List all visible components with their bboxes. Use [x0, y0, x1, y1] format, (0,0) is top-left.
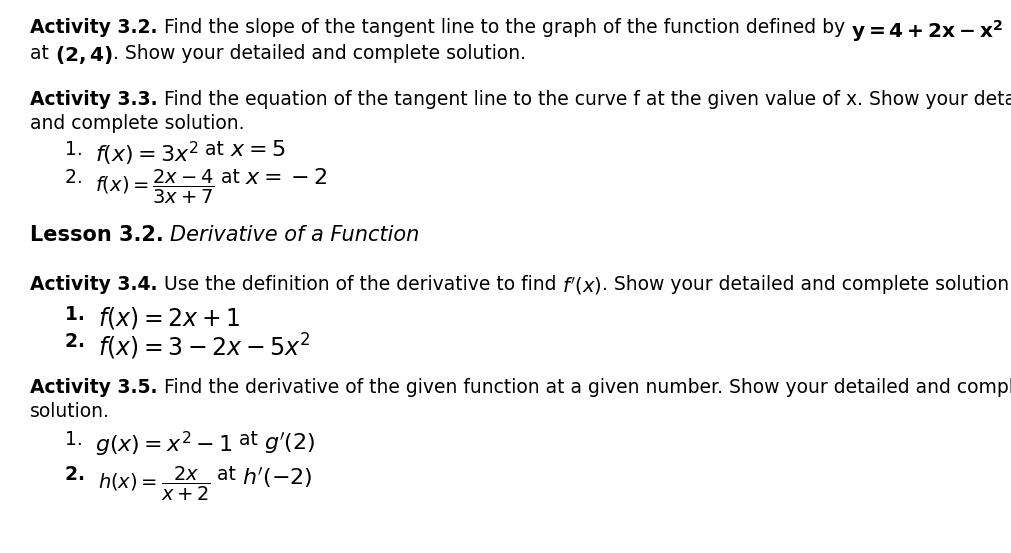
Text: . Show your detailed and complete solution.: . Show your detailed and complete soluti… [113, 44, 526, 63]
Text: Activity 3.5.: Activity 3.5. [30, 378, 158, 397]
Text: 1.: 1. [65, 140, 95, 159]
Text: Find the equation of the tangent line to the curve f at the given value of x. Sh: Find the equation of the tangent line to… [158, 90, 1011, 109]
Text: Lesson 3.2.: Lesson 3.2. [30, 225, 164, 245]
Text: $x = -2$: $x = -2$ [246, 168, 328, 188]
Text: Activity 3.2.: Activity 3.2. [30, 18, 158, 37]
Text: at: at [233, 430, 264, 449]
Text: $g(x) = x^2 - 1$: $g(x) = x^2 - 1$ [95, 430, 233, 459]
Text: $f(x) = 3x^2$: $f(x) = 3x^2$ [95, 140, 199, 168]
Text: 1.: 1. [65, 430, 95, 449]
Text: $\mathbf{y = 4 + 2x - x^2}$: $\mathbf{y = 4 + 2x - x^2}$ [850, 18, 1002, 44]
Text: . Show your detailed and complete solution.: . Show your detailed and complete soluti… [602, 275, 1011, 294]
Text: Activity 3.3.: Activity 3.3. [30, 90, 158, 109]
Text: $x = 5$: $x = 5$ [229, 140, 285, 160]
Text: Find the slope of the tangent line to the graph of the function defined by: Find the slope of the tangent line to th… [158, 18, 850, 37]
Text: at: at [30, 44, 55, 63]
Text: Activity 3.4.: Activity 3.4. [30, 275, 158, 294]
Text: $g'(2)$: $g'(2)$ [264, 430, 314, 456]
Text: $h'(-2)$: $h'(-2)$ [242, 465, 312, 489]
Text: $f'(x)$: $f'(x)$ [561, 275, 602, 297]
Text: $f(x) = \dfrac{2x-4}{3x+7}$: $f(x) = \dfrac{2x-4}{3x+7}$ [95, 168, 214, 206]
Text: and complete solution.: and complete solution. [30, 114, 245, 133]
Text: Use the definition of the derivative to find: Use the definition of the derivative to … [158, 275, 561, 294]
Text: 1.: 1. [65, 305, 98, 324]
Text: $\mathbf{(2, 4)}$: $\mathbf{(2, 4)}$ [55, 44, 113, 66]
Text: solution.: solution. [30, 402, 110, 421]
Text: 2.: 2. [65, 332, 98, 351]
Text: $f(x) = 3 - 2x - 5x^2$: $f(x) = 3 - 2x - 5x^2$ [98, 332, 310, 362]
Text: at: at [210, 465, 242, 484]
Text: Derivative of a Function: Derivative of a Function [170, 225, 420, 245]
Text: 2.: 2. [65, 465, 98, 484]
Text: at: at [214, 168, 246, 187]
Text: 2.: 2. [65, 168, 95, 187]
Text: Find the derivative of the given function at a given number. Show your detailed : Find the derivative of the given functio… [158, 378, 1011, 397]
Text: $h(x) = \dfrac{2x}{x+2}$: $h(x) = \dfrac{2x}{x+2}$ [98, 465, 210, 503]
Text: at: at [199, 140, 229, 159]
Text: $f(x) = 2x+1$: $f(x) = 2x+1$ [98, 305, 241, 331]
